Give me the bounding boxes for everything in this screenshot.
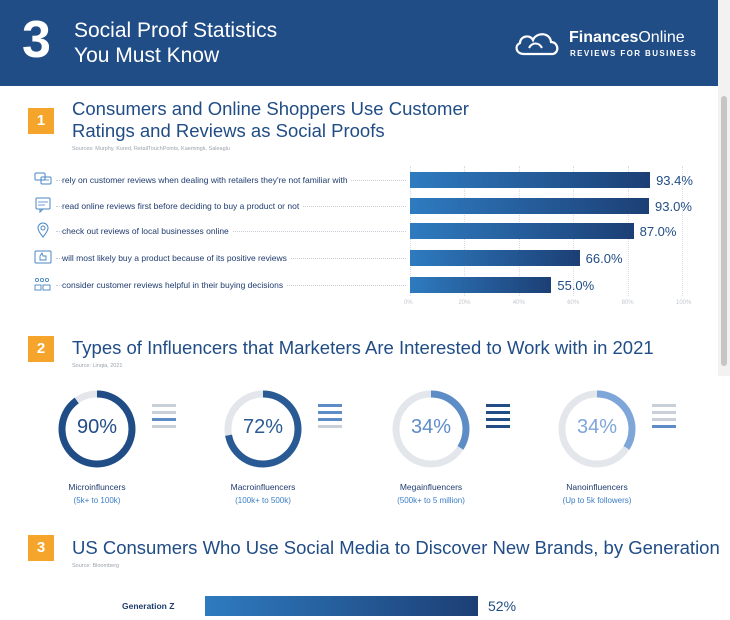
legend-line (152, 404, 176, 407)
donut-nanoinfluencers: 34% Nanoinfluencers (Up to 5k followers) (556, 388, 716, 512)
legend-line (486, 425, 510, 428)
donut-ring (558, 390, 636, 468)
legend-lines-icon (152, 404, 176, 432)
x-tick-label: 100% (676, 300, 692, 306)
cloud-logo-icon (515, 33, 559, 56)
brand-name: FinancesOnline (569, 29, 685, 46)
x-tick-label: 0% (404, 300, 413, 306)
legend-line (652, 425, 676, 428)
section3-source: Source: Bloomberg (72, 563, 120, 569)
thumbs-up-icon (34, 250, 52, 264)
bar-value-label: 55.0% (557, 278, 595, 293)
generation-bar (205, 596, 478, 616)
bar-label: read online reviews first before decidin… (62, 201, 303, 211)
legend-lines-icon (652, 404, 676, 432)
review-card-icon (35, 197, 51, 213)
donut-slice (392, 390, 470, 468)
x-tick-label: 80% (621, 300, 634, 306)
brand-logo[interactable]: FinancesOnline REVIEWS FOR BUSINESS (512, 28, 712, 60)
brand-tagline: REVIEWS FOR BUSINESS (570, 49, 698, 58)
bar-label: rely on customer reviews when dealing wi… (62, 175, 351, 185)
legend-line (318, 418, 342, 421)
section1-title: Consumers and Online Shoppers Use Custom… (72, 98, 469, 142)
donut-percent-label: 90% (76, 416, 118, 438)
donut-ring (58, 390, 136, 468)
x-tick-label: 40% (512, 300, 525, 306)
donut-category-label: Megainfluencers (399, 482, 463, 492)
generation-value: 52% (488, 598, 517, 614)
generation-label: Generation Z (122, 601, 175, 611)
donut-range-label: (5k+ to 100k) (73, 496, 121, 505)
legend-line (152, 418, 176, 421)
page-title-line2: You Must Know (74, 44, 220, 67)
donut-category-label: Nanoinfluencers (566, 482, 628, 492)
x-tick-label: 60% (567, 300, 580, 306)
bar (410, 250, 580, 266)
legend-line (652, 411, 676, 414)
section2-source: Source: Linqia, 2021 (72, 363, 123, 369)
bar-label: will most likely buy a product because o… (62, 253, 290, 263)
legend-line (318, 404, 342, 407)
page-title: Social Proof Statistics You Must Know (74, 18, 334, 68)
scrollbar[interactable] (718, 0, 730, 376)
legend-line (486, 418, 510, 421)
donut-ring (224, 390, 302, 468)
bar-value-label: 93.0% (655, 199, 692, 214)
donut-category-label: Microinfluncers (68, 482, 126, 492)
section1-source: Sources: Murphy, Kured, RetailTouchPoint… (72, 146, 230, 152)
legend-line (652, 418, 676, 421)
donut-range-label: (Up to 5k followers) (562, 496, 632, 505)
page-title-line1: Social Proof Statistics (74, 19, 278, 42)
location-pin-icon (37, 222, 49, 238)
donut-slice (58, 390, 136, 468)
legend-line (318, 425, 342, 428)
donut-slice (224, 390, 302, 468)
donut-percent-label: 72% (242, 416, 284, 438)
section1-number: 1 (28, 108, 54, 134)
gridline (682, 166, 683, 296)
donut-range-label: (500k+ to 5 million) (397, 496, 465, 505)
bar-value-label: 93.4% (656, 173, 693, 188)
reviews-icon (34, 172, 52, 185)
bar-label: check out reviews of local businesses on… (62, 226, 232, 236)
legend-line (318, 411, 342, 414)
header-banner: 3 Social Proof Statistics You Must Know … (0, 0, 718, 86)
bar-value-label: 66.0% (585, 251, 623, 266)
legend-line (486, 404, 510, 407)
legend-line (652, 404, 676, 407)
section1-title-line2: Ratings and Reviews as Social Proofs (72, 120, 385, 141)
bar (410, 172, 651, 188)
bar (410, 223, 634, 239)
bar-label: consider customer reviews helpful in the… (62, 280, 287, 290)
donut-percent-label: 34% (410, 416, 452, 438)
header-number: 3 (22, 11, 51, 69)
legend-line (486, 411, 510, 414)
donut-range-label: (100k+ to 500k) (235, 496, 291, 505)
section2-number: 2 (28, 336, 54, 362)
donut-microinfluncers: 90% Microinfluncers (5k+ to 100k) (56, 388, 216, 512)
rating-icon (34, 277, 51, 291)
donut-megainfluencers: 34% Megainfluencers (500k+ to 5 million) (390, 388, 550, 512)
donut-percent-label: 34% (576, 416, 618, 438)
section3-title: US Consumers Who Use Social Media to Dis… (72, 537, 720, 558)
donut-slice (558, 390, 636, 468)
section1-title-line1: Consumers and Online Shoppers Use Custom… (72, 98, 469, 119)
section2-title: Types of Influencers that Marketers Are … (72, 337, 654, 358)
legend-line (152, 425, 176, 428)
x-tick-label: 20% (458, 300, 471, 306)
legend-lines-icon (318, 404, 342, 432)
donut-macroinfluencers: 72% Macroinfluencers (100k+ to 500k) (222, 388, 382, 512)
donut-ring (392, 390, 470, 468)
scrollbar-thumb[interactable] (721, 96, 727, 366)
legend-lines-icon (486, 404, 510, 432)
legend-line (152, 411, 176, 414)
section3-number: 3 (28, 535, 54, 561)
bar-value-label: 87.0% (639, 224, 677, 239)
bar (410, 198, 650, 214)
bar (410, 277, 552, 293)
donut-category-label: Macroinfluencers (230, 482, 296, 492)
